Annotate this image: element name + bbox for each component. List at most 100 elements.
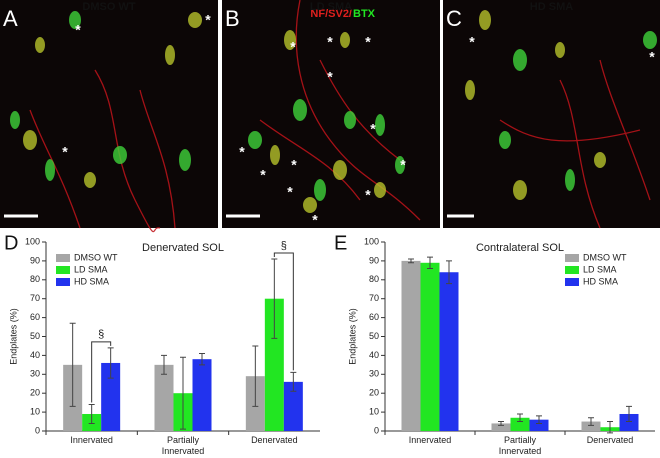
error-bar <box>252 345 259 407</box>
error-bar <box>161 354 167 375</box>
error-bar <box>626 405 632 423</box>
stain-red: NF/SV2/ <box>310 8 352 20</box>
error-bar <box>517 413 523 423</box>
endplate <box>333 160 347 180</box>
image-title: HD SMA <box>530 1 573 13</box>
endplates <box>10 10 657 213</box>
endplate <box>513 180 527 200</box>
legend-label: DMSO WT <box>74 252 118 262</box>
bar <box>283 381 303 431</box>
x-tick-label: Partially Innervated <box>162 435 205 456</box>
endplate <box>594 152 606 168</box>
y-tick-label: 80 <box>30 274 40 284</box>
endplate <box>314 179 326 201</box>
x-tick-label: Denervated <box>587 435 634 445</box>
endplate <box>45 159 55 181</box>
y-tick-label: 10 <box>30 406 40 416</box>
x-tick-label: Partially Innervated <box>499 435 542 456</box>
chart-title: Denervated SOL <box>142 242 224 254</box>
bar <box>264 298 284 431</box>
error-bar <box>446 260 452 285</box>
asterisk: * <box>205 12 211 28</box>
significance-mark: § <box>98 329 104 341</box>
asterisk: * <box>312 212 318 228</box>
panel-label: B <box>225 6 240 31</box>
y-tick-label: 20 <box>30 388 40 398</box>
bar <box>581 421 601 431</box>
endplate <box>395 156 405 174</box>
image-title: LD SMA <box>310 1 352 13</box>
error-bar <box>271 258 278 339</box>
legend-swatch <box>565 278 579 286</box>
endplate <box>84 172 96 188</box>
error-bar <box>536 415 542 424</box>
asterisk: * <box>365 34 371 50</box>
asterisk: * <box>290 39 296 55</box>
legend-swatch <box>565 254 579 262</box>
y-tick-label: 20 <box>369 388 379 398</box>
asterisk: * <box>62 144 68 160</box>
panel-label: E <box>334 232 347 254</box>
asterisk: * <box>327 34 333 50</box>
error-bar <box>588 417 594 426</box>
asterisk: * <box>370 121 376 137</box>
chart-title: Contralateral SOL <box>476 242 564 254</box>
endplate <box>555 42 565 58</box>
y-tick-label: 70 <box>369 293 379 303</box>
micrograph <box>222 0 440 228</box>
y-tick-label: 70 <box>30 293 40 303</box>
error-bar <box>88 404 95 424</box>
asterisk: * <box>469 34 475 50</box>
endplate <box>284 30 296 50</box>
asterisk: * <box>287 184 293 200</box>
endplate <box>643 31 657 49</box>
error-bar <box>69 322 76 407</box>
legend-label: HD SMA <box>583 276 618 286</box>
error-bar <box>427 256 433 269</box>
asterisk: * <box>400 157 406 173</box>
stain-green: BTX <box>353 8 376 20</box>
y-tick-label: 90 <box>30 255 40 265</box>
x-tick-label: Innervated <box>70 435 113 445</box>
bar <box>510 417 530 431</box>
error-bar <box>290 371 297 392</box>
endplate <box>188 12 202 28</box>
asterisk: * <box>327 69 333 85</box>
endplate <box>465 80 475 100</box>
endplate <box>35 37 45 53</box>
bar <box>420 262 440 431</box>
y-tick-label: 0 <box>374 425 379 435</box>
asterisk: * <box>291 157 297 173</box>
error-bar <box>408 258 414 264</box>
panel-label: C <box>446 6 462 31</box>
error-bar <box>199 353 205 366</box>
endplate <box>499 131 511 149</box>
endplate <box>179 149 191 171</box>
legend-label: LD SMA <box>583 264 617 274</box>
asterisk: * <box>649 49 655 65</box>
x-tick-label: Innervated <box>409 435 452 445</box>
error-bar <box>180 356 186 430</box>
image-title: DMSO WT <box>82 1 135 13</box>
endplate <box>113 146 127 164</box>
y-tick-label: 50 <box>30 331 40 341</box>
y-tick-label: 10 <box>369 406 379 416</box>
legend-label: HD SMA <box>74 276 109 286</box>
endplate <box>23 130 37 150</box>
endplate <box>69 11 81 29</box>
bar <box>192 359 212 431</box>
bar <box>491 423 511 431</box>
y-tick-label: 60 <box>30 312 40 322</box>
significance-mark: § <box>281 240 287 252</box>
y-tick-label: 50 <box>369 331 379 341</box>
endplate <box>270 145 280 165</box>
asterisk: * <box>260 167 266 183</box>
y-tick-label: 60 <box>369 312 379 322</box>
bar <box>401 260 421 431</box>
legend-swatch <box>56 254 70 262</box>
error-bar <box>107 347 114 379</box>
endplate <box>513 49 527 71</box>
endplate <box>344 111 356 129</box>
asterisk: * <box>75 22 81 38</box>
